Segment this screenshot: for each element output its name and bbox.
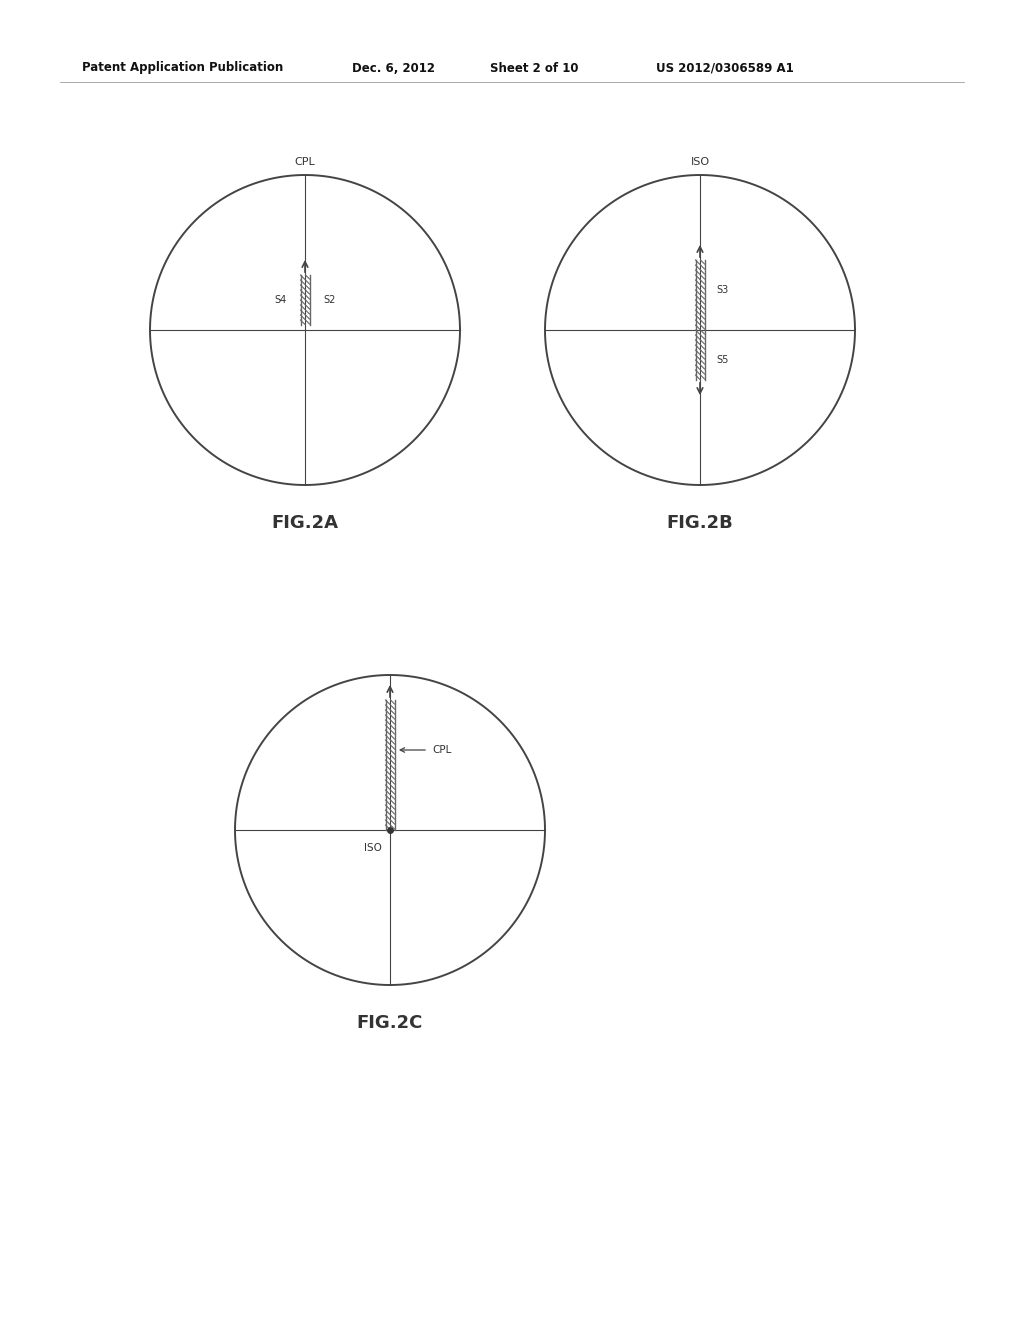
Text: FIG.2B: FIG.2B [667, 513, 733, 532]
Text: US 2012/0306589 A1: US 2012/0306589 A1 [656, 62, 794, 74]
Text: CPL: CPL [432, 744, 452, 755]
Text: S2: S2 [323, 294, 336, 305]
Text: FIG.2C: FIG.2C [356, 1014, 423, 1032]
Text: S3: S3 [716, 285, 728, 294]
Text: Sheet 2 of 10: Sheet 2 of 10 [490, 62, 579, 74]
Text: CPL: CPL [295, 157, 315, 168]
Text: Patent Application Publication: Patent Application Publication [82, 62, 284, 74]
Text: ISO: ISO [365, 843, 382, 853]
Text: FIG.2A: FIG.2A [271, 513, 339, 532]
Text: S5: S5 [716, 355, 728, 366]
Text: S4: S4 [274, 294, 287, 305]
Text: ISO: ISO [690, 157, 710, 168]
Text: Dec. 6, 2012: Dec. 6, 2012 [352, 62, 435, 74]
